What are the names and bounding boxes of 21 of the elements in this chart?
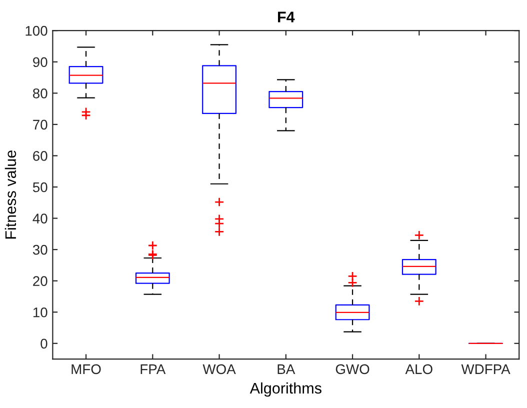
y-tick-label: 60 — [33, 151, 48, 161]
x-tick-label: GWO — [336, 364, 370, 374]
x-tick-label: FPA — [140, 364, 166, 374]
x-tick-label: MFO — [72, 364, 101, 374]
x-tick-label: WDFPA — [461, 364, 510, 374]
y-tick-label: 0 — [40, 338, 48, 349]
y-tick-label: 30 — [32, 244, 48, 255]
y-tick-label: 20 — [33, 276, 48, 286]
y-tick-label: 40 — [32, 214, 48, 224]
y-axis-title: Fitness value — [4, 150, 16, 239]
y-tick-label: 90 — [33, 57, 48, 68]
y-tick-label: 50 — [32, 182, 48, 192]
x-tick-label: ALO — [405, 364, 432, 374]
y-tick-label: 10 — [33, 307, 48, 318]
x-tick-label: WOA — [202, 364, 236, 374]
chart-title: F4 — [278, 12, 295, 22]
y-tick-label: 70 — [33, 120, 48, 130]
y-tick-label: 80 — [32, 88, 48, 98]
x-tick-label: BA — [278, 364, 296, 374]
x-axis-title: Algorithms — [250, 382, 322, 397]
y-tick-label: 100 — [26, 26, 48, 36]
